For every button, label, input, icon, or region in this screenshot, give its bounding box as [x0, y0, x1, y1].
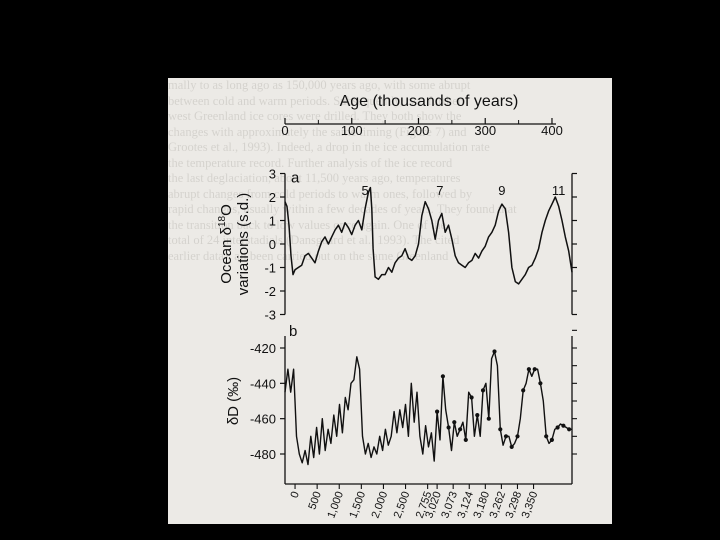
panel-a-ytick-label: 0: [269, 237, 276, 252]
panel-b-data-point: [561, 423, 566, 428]
panel-b-data-point: [458, 427, 463, 432]
panel-b-data-point: [532, 367, 537, 372]
panel-a-series-line: [284, 186, 573, 285]
age-tick-label: 200: [408, 123, 430, 138]
panel-b-xtick-label: 2,000: [370, 490, 391, 520]
panel-b-data-point: [469, 395, 474, 400]
panel-b-data-point: [435, 409, 440, 414]
panel-b-data-point: [549, 437, 554, 442]
panel-a-ylabel-part: 18: [217, 215, 228, 227]
panel-a-ytick-label: 2: [269, 190, 276, 205]
panel-a-ylabel-part: variations (s.d.): [235, 193, 252, 296]
panel-b-ytick-label: -480: [250, 447, 276, 462]
stage-annotation: 5: [361, 183, 368, 198]
panel-b-xtick-label: 1,500: [347, 490, 368, 520]
panel-b-data-point: [440, 374, 445, 379]
panel-b-data-point: [475, 413, 480, 418]
panel-a-ylabel-part: Ocean δ: [218, 227, 235, 284]
bleed-line: the last deglaciation, about 11,500 year…: [168, 171, 461, 185]
stage-annotation: 11: [552, 183, 566, 198]
age-axis-title: Age (thousands of years): [340, 93, 519, 110]
panel-a-ytick-label: 3: [269, 167, 276, 182]
panel-b-data-point: [509, 444, 514, 449]
panel-b-data-point: [544, 434, 549, 439]
panel-b-data-point: [452, 420, 457, 425]
bleed-line: between cold and warm periods. Subsequen…: [168, 93, 462, 108]
stage-annotation: 7: [436, 183, 443, 198]
bleed-through-text: mally to as long ago as 150,000 years ag…: [168, 78, 612, 524]
panel-a-ytick-label: -2: [264, 284, 276, 299]
panel-b-data-point: [498, 427, 503, 432]
panel-b-ytick-label: -440: [250, 376, 276, 391]
panel-b-data-point: [538, 381, 543, 386]
bleed-line: abrupt changes from cold periods to warm…: [168, 186, 473, 201]
panel-b-data-point: [446, 425, 451, 430]
age-tick-label: 300: [474, 123, 496, 138]
panel-b-data-point: [480, 388, 486, 393]
panel-b-data-point: [492, 349, 497, 354]
panel-a-ytick-label: 1: [269, 214, 276, 229]
panel-b-xtick-label: 1,000: [325, 490, 346, 520]
bleed-line: west Greenland ice cores were drilled. T…: [168, 109, 462, 123]
age-tick-label: 400: [541, 123, 563, 138]
bleed-line: the temperature record. Further analysis…: [168, 155, 453, 170]
age-tick-label: 100: [341, 123, 363, 138]
bleed-line: the transition back to low values once a…: [168, 217, 447, 232]
panel-b-data-point: [555, 425, 560, 430]
climate-figure: Age (thousands of years)0 100 200 300 400321…: [217, 93, 577, 520]
panel-b-letter: b: [289, 323, 297, 340]
stage-annotation: 9: [498, 183, 505, 198]
panel-b-data-point: [521, 388, 526, 393]
panel-b-data-point: [567, 427, 572, 432]
panel-b-data-point: [463, 437, 468, 442]
bleed-line: Grootes et al., 1993). Indeed, a drop in…: [168, 140, 490, 154]
panel-b-data-point: [515, 434, 520, 439]
panel-a-ylabel: Ocean δ18Ovariations (s.d.): [217, 193, 252, 296]
panel-b-ytick-label: -420: [250, 341, 276, 356]
bleed-line: total of 24 interstadials (Dansgaard et …: [168, 233, 460, 247]
panel-b-ytick-label: -460: [250, 412, 276, 427]
bleed-line: changes with approximately the same timi…: [168, 124, 467, 139]
panel-a-ylabel-part: O: [218, 204, 235, 216]
panel-b-xtick-label: 2,500: [392, 490, 413, 520]
panel-b-data-point: [486, 416, 491, 421]
age-tick-label: 0: [281, 123, 288, 138]
panel-a-letter: a: [291, 170, 300, 187]
panel-b-data-point: [526, 367, 531, 372]
panel-b-ylabel: δD (‰): [225, 377, 242, 425]
bleed-line: earlier data), all been carried out on t…: [168, 248, 449, 263]
panel-b-xtick-label: 500: [306, 490, 324, 511]
figure-panel: mally to as long ago as 150,000 years ag…: [168, 78, 612, 524]
panel-a-ytick-label: -3: [264, 308, 276, 323]
bleed-line: mally to as long ago as 150,000 years ag…: [168, 78, 471, 92]
panel-a-ytick-label: -1: [264, 261, 276, 276]
panel-b-xtick-label: 0: [288, 490, 301, 500]
panel-b-data-point: [503, 434, 509, 439]
